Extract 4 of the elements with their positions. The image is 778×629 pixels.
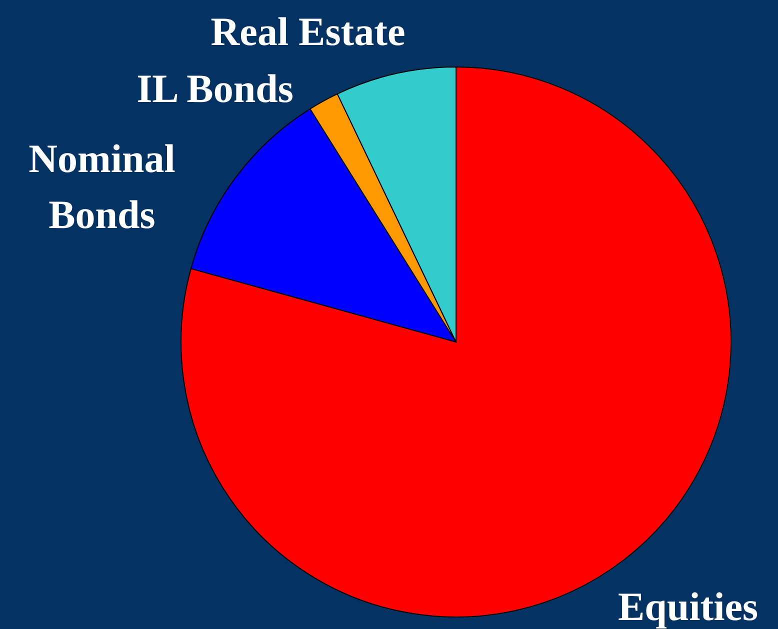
slice-label: Nominal Bonds xyxy=(28,136,176,237)
slice-label: IL Bonds xyxy=(136,66,294,111)
slice-label: Equities xyxy=(618,584,758,629)
slice-label: Real Estate xyxy=(210,9,406,54)
